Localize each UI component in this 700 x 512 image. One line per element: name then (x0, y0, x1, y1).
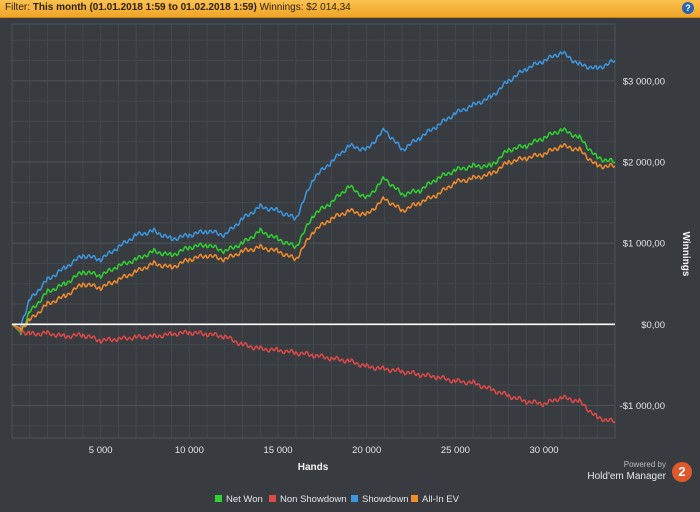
x-tick-label: 30 000 (530, 445, 559, 456)
y-tick-label: $1 000,00 (623, 239, 665, 250)
legend-item-all-in-ev[interactable]: All-In EV (411, 494, 459, 505)
x-tick-label: 5 000 (89, 445, 113, 456)
legend-item-non-showdown[interactable]: Non Showdown (269, 494, 347, 505)
chart-legend: Net Won Non Showdown Showdown All-In EV (0, 491, 700, 509)
legend-swatch (411, 495, 418, 502)
filter-bar: Filter: This month (01.01.2018 1:59 to 0… (0, 0, 700, 18)
legend-item-showdown[interactable]: Showdown (351, 494, 408, 505)
filter-text: Filter: This month (01.01.2018 1:59 to 0… (5, 2, 351, 13)
y-axis-ticks: -$1 000,00 $0,00 $1 000,00 $2 000,00 $3 000,… (620, 76, 665, 412)
chart-series (11, 50, 616, 424)
legend-label: Non Showdown (280, 494, 347, 505)
series-line-all-in-ev (11, 142, 616, 332)
y-axis-title: Winnings (680, 232, 691, 277)
legend-item-net-won[interactable]: Net Won (215, 494, 263, 505)
y-tick-label: $0,00 (641, 320, 665, 331)
series-line-showdown (11, 50, 616, 328)
y-tick-label: $3 000,00 (623, 76, 665, 87)
chart-svg: 5 000 10 000 15 000 20 000 25 000 30 000 -$1 … (11, 23, 691, 473)
winnings-summary: Winnings: $2 014,34 (259, 2, 351, 13)
x-tick-label: 10 000 (175, 445, 204, 456)
help-icon[interactable]: ? (682, 2, 694, 14)
x-axis-title: Hands (298, 462, 329, 473)
legend-label: Showdown (362, 494, 409, 505)
series-line-net-won (11, 127, 616, 336)
plot-border (11, 23, 616, 439)
chart-grid (11, 23, 616, 439)
x-tick-label: 15 000 (263, 445, 292, 456)
hem2-logo-icon: 2 (672, 462, 692, 482)
legend-swatch (215, 495, 222, 502)
filter-prefix: Filter: (5, 2, 30, 13)
powered-by-text: Powered by (623, 460, 666, 469)
x-axis-ticks: 5 000 10 000 15 000 20 000 25 000 30 000 (89, 445, 559, 456)
legend-swatch (269, 495, 276, 502)
winnings-chart: 5 000 10 000 15 000 20 000 25 000 30 000 -$1 … (0, 18, 700, 512)
legend-label: All-In EV (422, 494, 459, 505)
x-tick-label: 25 000 (441, 445, 470, 456)
legend-swatch (351, 495, 358, 502)
x-tick-label: 20 000 (352, 445, 381, 456)
y-tick-label: $2 000,00 (623, 158, 665, 169)
series-line-non-showdown (11, 323, 616, 424)
product-name: Hold'em Manager (587, 471, 666, 482)
filter-period[interactable]: This month (01.01.2018 1:59 to 01.02.201… (32, 2, 257, 13)
y-tick-label: -$1 000,00 (620, 401, 665, 412)
legend-label: Net Won (226, 494, 263, 505)
